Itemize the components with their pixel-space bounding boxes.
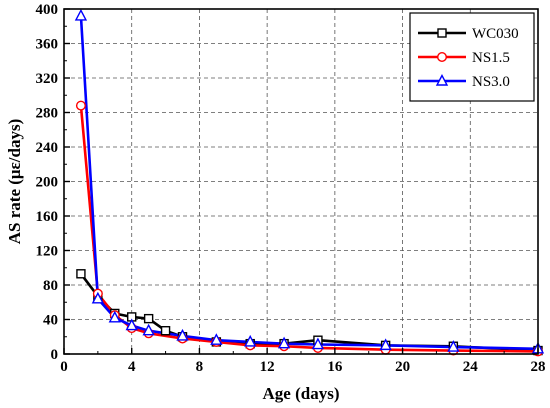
data-point-ns3.0 [176, 328, 189, 341]
y-tick-label: 360 [36, 37, 59, 53]
x-tick-label: 8 [196, 359, 204, 375]
y-tick-label: 240 [36, 140, 59, 156]
x-tick-label: 20 [395, 359, 410, 375]
legend-marker-wc030 [437, 28, 447, 38]
x-tick-label: 16 [327, 359, 343, 375]
data-point-ns1.5 [75, 100, 86, 111]
y-tick-label: 280 [36, 106, 59, 122]
data-point-wc030 [143, 313, 154, 324]
legend-label-ns3.0: NS3.0 [472, 74, 510, 90]
legend-marker-ns3.0 [435, 73, 449, 86]
data-point-ns3.0 [91, 291, 105, 304]
data-point-ns3.0 [74, 8, 88, 21]
data-point-ns3.0 [142, 323, 155, 336]
x-tick-label: 28 [531, 359, 546, 375]
legend-label-ns1.5: NS1.5 [472, 50, 510, 66]
x-tick-label: 4 [128, 359, 136, 375]
data-point-ns3.0 [379, 338, 392, 351]
y-tick-label: 200 [36, 175, 59, 191]
y-tick-label: 320 [36, 71, 59, 87]
legend-marker-ns1.5 [437, 52, 448, 63]
y-tick-label: 40 [43, 313, 58, 329]
y-tick-label: 160 [36, 209, 59, 225]
data-point-ns3.0 [277, 336, 291, 349]
data-point-ns3.0 [447, 340, 460, 352]
data-point-wc030 [76, 269, 86, 279]
data-point-ns3.0 [210, 333, 223, 345]
y-tick-label: 120 [36, 244, 59, 260]
x-tick-label: 24 [463, 359, 479, 375]
data-point-ns3.0 [125, 318, 138, 331]
y-tick-label: 0 [51, 347, 59, 363]
axis-ticks: 0 4 8 12 16 20 24 28040801201602002402803203604… [36, 2, 546, 375]
data-point-ns3.0 [311, 337, 325, 350]
series-layer [74, 8, 545, 357]
y-axis-title: AS rate (με/days) [5, 119, 24, 245]
y-tick-label: 80 [43, 278, 58, 294]
x-tick-label: 0 [60, 359, 68, 375]
y-tick-label: 400 [36, 2, 59, 18]
x-tick-label: 12 [260, 359, 275, 375]
legend-label-wc030: WC030 [472, 26, 519, 42]
data-point-ns3.0 [108, 310, 121, 323]
data-point-ns3.0 [244, 334, 257, 347]
data-point-wc030 [160, 326, 171, 336]
legend: WC030 NS1.5 NS3.0 [409, 12, 535, 102]
x-axis-title: Age (days) [263, 384, 340, 403]
